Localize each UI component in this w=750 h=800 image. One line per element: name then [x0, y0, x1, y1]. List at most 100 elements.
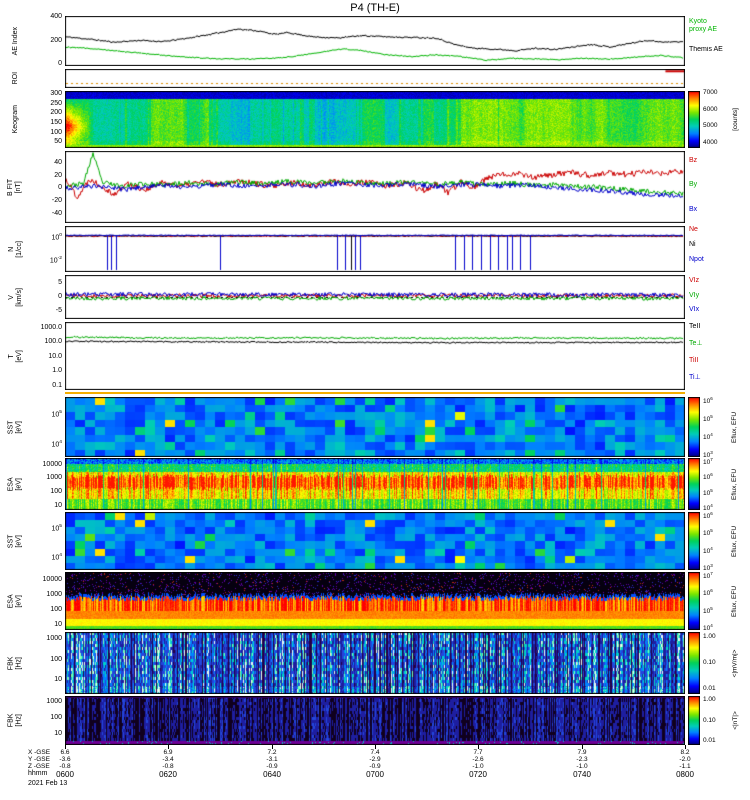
panel-bfit-ytick: -40	[51, 209, 62, 217]
panel-fbk_b-colorbar-tick: 0.10	[703, 716, 716, 724]
x-tickmark	[272, 745, 273, 749]
panel-bfit-ytick: 40	[54, 159, 62, 167]
plot-title: P4 (TH-E)	[350, 2, 400, 14]
panel-bfit-legend-By: By	[689, 181, 698, 189]
panel-esa_i-colorbar-label: Eflux, EFU	[731, 468, 739, 500]
panel-sst_e-colorbar-label: Eflux, EFU	[731, 525, 739, 557]
axis-row-value: -3.6	[59, 756, 71, 763]
panel-roi-ylabel: ROI	[11, 72, 19, 85]
panel-ae-ytick: 0	[58, 59, 62, 67]
x-tickmark	[168, 745, 169, 749]
panel-esa_e-colorbar-tick: 105	[703, 605, 713, 615]
panel-fbk_b-colorbar-label: <|nT|>	[731, 711, 739, 730]
panel-density-ytick: 100	[51, 232, 62, 241]
panel-keogram-colorbar-tick: 4000	[703, 138, 718, 146]
panel-esa_e-ytick: 1000	[46, 590, 62, 598]
panel-keogram-colorbar-tick: 6000	[703, 105, 718, 113]
panel-sst_e-colorbar	[688, 512, 700, 570]
panel-fbk_e-plot	[65, 632, 685, 694]
panel-temp-ytick: 100.0	[44, 338, 62, 346]
panel-sst_i-colorbar-tick: 104	[703, 432, 713, 442]
date-label: 2021 Feb 13	[28, 780, 68, 787]
panel-roi-plot	[65, 69, 685, 88]
panel-velocity-ytick: -5	[55, 306, 62, 314]
axis-row-value: -1.1	[679, 763, 691, 770]
panel-esa_e-plot	[65, 572, 685, 630]
panel-fbk_e-colorbar-tick: 0.10	[703, 659, 716, 666]
panel-temp-ytick: 0.1	[52, 381, 62, 389]
x-tick-label: 0640	[263, 770, 281, 779]
panel-density-legend-Ni: Ni	[689, 241, 696, 249]
panel-keogram-colorbar-label: [counts]	[731, 108, 739, 131]
panel-fbk_b-ytick: 1000	[46, 697, 62, 705]
x-tick-label: 0740	[573, 770, 591, 779]
panel-sst_i-plot	[65, 397, 685, 457]
panel-bfit-legend-Bx: Bx	[689, 205, 698, 213]
panel-esa_e-colorbar-tick: 104	[703, 623, 713, 633]
x-tickmark	[375, 745, 376, 749]
axis-row-value: -2.0	[679, 756, 691, 763]
axis-row-value: -3.1	[266, 756, 278, 763]
panel-sst_i-colorbar-tick: 106	[703, 396, 713, 406]
panel-sst_e-plot	[65, 512, 685, 570]
panel-keogram-ytick: 100	[50, 128, 62, 136]
panel-fbk_e-ytick: 10	[54, 676, 62, 684]
x-tick-label: 0700	[366, 770, 384, 779]
panel-keogram-ytick: 150	[50, 118, 62, 126]
panel-keogram-colorbar-tick: 7000	[703, 89, 718, 97]
panel-esa_e-ytick: 10000	[42, 575, 62, 583]
panel-temp-legend-Ti: Ti⊥	[689, 374, 701, 382]
panel-fbk_e-colorbar-tick: 1.00	[703, 632, 716, 640]
panel-esa_i-colorbar-tick: 105	[703, 487, 713, 497]
panel-esa_i-colorbar-tick: 104	[703, 503, 713, 513]
axis-row-value: -0.8	[59, 763, 71, 770]
axis-row-value: 7.9	[577, 749, 587, 756]
panel-bfit-ytick: -20	[51, 197, 62, 205]
panel-esa_e-colorbar-tick: 107	[703, 570, 713, 581]
panel-esa_e-colorbar	[688, 572, 700, 630]
axis-row-label-0: X -GSE	[28, 749, 51, 756]
panel-fbk_b-colorbar-tick: 1.00	[703, 695, 716, 703]
axis-row-label-1: Y -GSE	[28, 756, 50, 763]
panel-esa_e-colorbar-label: Eflux, EFU	[731, 585, 739, 617]
panel-temp-legend-Te: Te⊥	[689, 340, 703, 348]
separator-line	[65, 392, 685, 394]
panel-esa_i-colorbar-tick: 107	[703, 456, 713, 466]
axis-row-value: 6.9	[163, 749, 173, 756]
panel-ae-ytick: 200	[50, 37, 62, 44]
panel-temp-ytick: 1.0	[52, 366, 62, 374]
axis-row-value: -2.6	[472, 756, 484, 763]
panel-sst_e-ytick: 105	[51, 524, 62, 533]
x-tickmark	[582, 745, 583, 749]
axis-row-value: -0.9	[369, 763, 381, 770]
panel-keogram-plot	[65, 91, 685, 148]
panel-fbk_b-colorbar-tick: 0.01	[703, 737, 716, 745]
x-tickmark	[65, 745, 66, 749]
axis-row-value: 7.2	[267, 749, 277, 756]
panel-temp-legend-TeII: TeII	[689, 323, 701, 331]
panel-sst_e-colorbar-tick: 106	[703, 510, 713, 521]
panel-temp-ytick: 1000.0	[40, 324, 62, 332]
axis-row-value: 6.6	[60, 749, 70, 756]
panel-density-ytick: 10-2	[49, 255, 62, 264]
panel-fbk_b-plot	[65, 696, 685, 745]
panel-bfit-legend-Bz: Bz	[689, 156, 698, 164]
panel-esa_i-colorbar	[688, 458, 700, 510]
axis-row-label-2: Z -GSE	[28, 763, 50, 770]
panel-fbk_e-ytick: 100	[50, 655, 62, 663]
panel-sst_i-colorbar	[688, 397, 700, 457]
panel-ae-plot	[65, 16, 685, 66]
panel-keogram-ytick: 50	[54, 138, 62, 146]
panel-temp-legend-TiII: TiII	[689, 357, 699, 365]
panel-esa_e-colorbar-tick: 106	[703, 588, 713, 598]
panel-bfit-plot	[65, 151, 685, 223]
panel-esa_i-colorbar-tick: 106	[703, 472, 713, 482]
axis-row-value: 7.7	[473, 749, 483, 756]
panel-density-legend-Ne: Ne	[689, 226, 698, 233]
panel-sst_i-ytick: 104	[51, 440, 62, 449]
panel-keogram-ytick: 300	[50, 89, 62, 97]
panel-bfit-ytick: 20	[54, 172, 62, 180]
panel-sst_i-colorbar-tick: 105	[703, 414, 713, 424]
x-tick-label: 0600	[56, 770, 74, 779]
